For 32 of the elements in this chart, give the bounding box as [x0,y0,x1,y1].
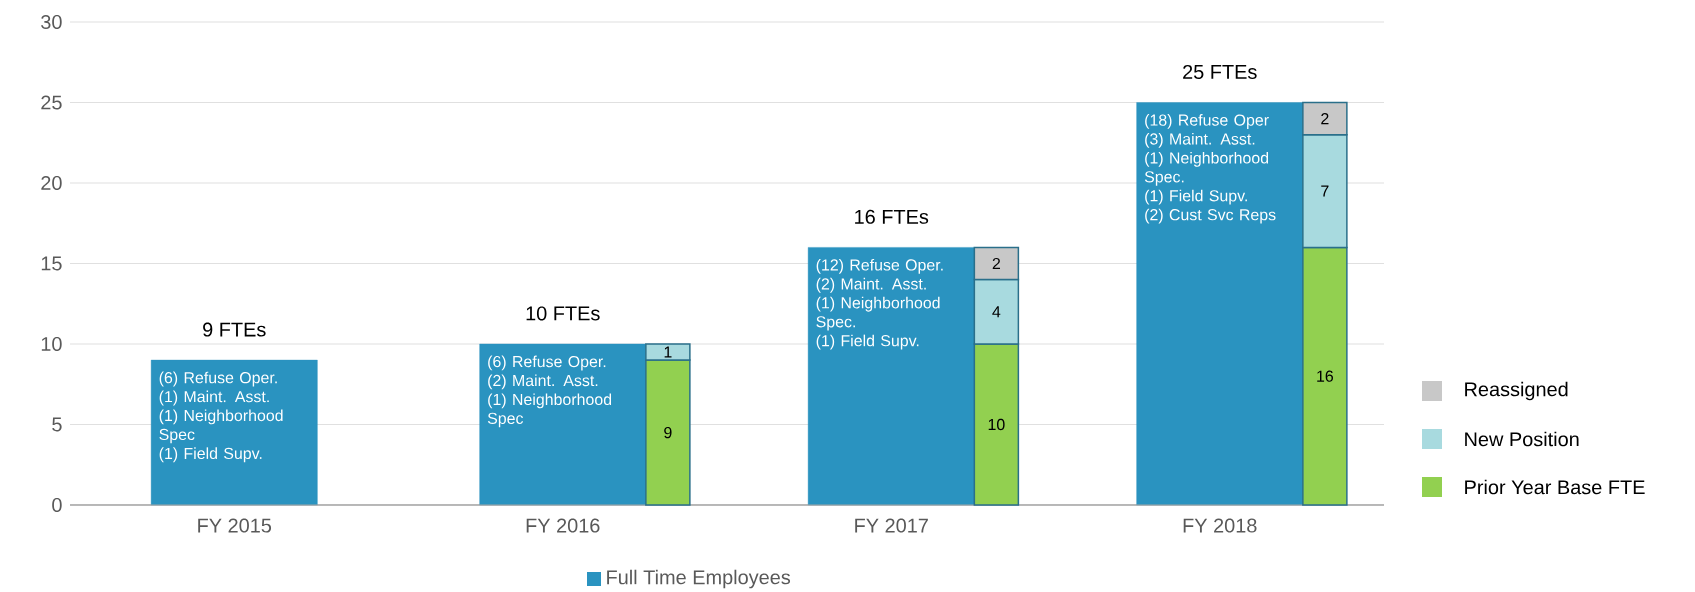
data-label: 9 FTEs [203,322,266,337]
y-tick-label: 15 [41,256,62,271]
y-tick-label: 25 [41,95,62,110]
annotation: (18) Refuse Oper (3) Maint. Asst. (1) Neighborhood Spec. (1) Field Supv. (2) Cust Svc Reps [1144,114,1276,224]
legend-label: Prior Year Base FTE [1465,479,1645,495]
x-tick-label: FY 2015 [198,518,272,533]
data-label: 16 [1317,370,1334,382]
annotation: (6) Refuse Oper. (1) Maint. Asst. (1) Neighborhood Spec (1) Field Supv. [159,371,283,463]
data-label: 10 [988,418,1005,431]
data-label: 10 FTEs [526,306,600,321]
data-label: 9 [664,426,672,439]
x-tick-label: FY 2017 [855,518,928,533]
annotation: (6) Refuse Oper. (2) Maint. Asst. (1) Neighborhood Spec [487,355,612,428]
y-tick-label: 30 [41,14,62,30]
y-tick-label: 20 [41,175,62,191]
data-label: 1 [664,346,672,358]
y-tick-label: 0 [52,497,62,513]
data-label: 2 [992,257,1000,270]
bar [150,359,318,506]
data-label: 2 [1321,113,1329,125]
x-tick-label: FY 2016 [526,518,600,533]
y-tick-label: 5 [52,417,62,432]
legend-label: Reassigned [1465,381,1568,401]
y-tick-label: 10 [41,336,62,352]
data-label: 16 FTEs [855,209,929,224]
legend-label: New Position [1465,431,1579,447]
annotation: (12) Refuse Oper. (2) Maint. Asst. (1) Neighborhood Spec. (1) Field Supv. [816,258,943,350]
legend-label: Full Time Employees [607,569,791,589]
data-label: 7 [1321,185,1329,197]
data-label: 25 FTEs [1183,64,1257,79]
x-tick-label: FY 2018 [1183,518,1257,533]
data-label: 4 [992,306,1001,318]
